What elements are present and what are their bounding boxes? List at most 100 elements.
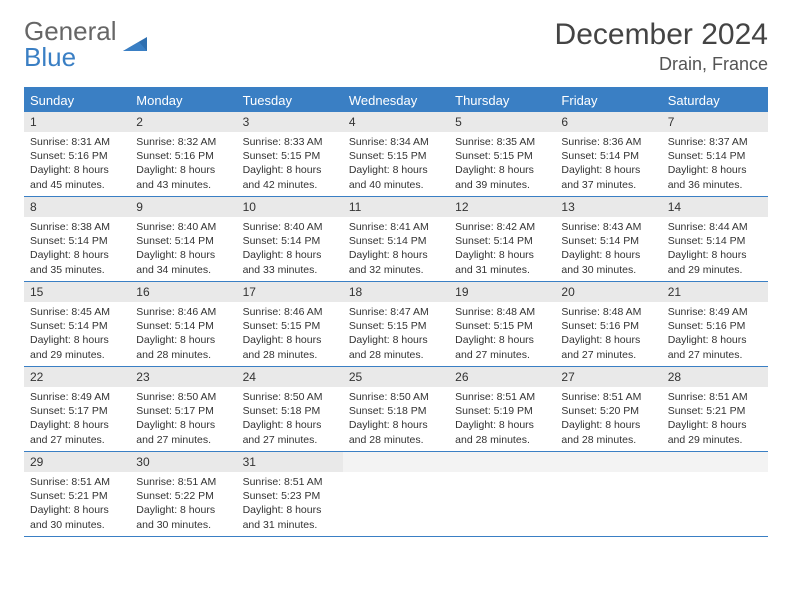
day-number: 19 xyxy=(449,282,555,302)
day-number: 27 xyxy=(555,367,661,387)
week-row: 22Sunrise: 8:49 AMSunset: 5:17 PMDayligh… xyxy=(24,367,768,452)
day-number: 26 xyxy=(449,367,555,387)
day-number: 28 xyxy=(662,367,768,387)
day-body: Sunrise: 8:36 AMSunset: 5:14 PMDaylight:… xyxy=(555,132,661,196)
day-body: Sunrise: 8:51 AMSunset: 5:23 PMDaylight:… xyxy=(237,472,343,536)
day-cell: 7Sunrise: 8:37 AMSunset: 5:14 PMDaylight… xyxy=(662,112,768,196)
sunset-line: Sunset: 5:15 PM xyxy=(455,149,549,163)
calendar: SundayMondayTuesdayWednesdayThursdayFrid… xyxy=(24,87,768,537)
day-cell: 10Sunrise: 8:40 AMSunset: 5:14 PMDayligh… xyxy=(237,197,343,281)
day-number: 31 xyxy=(237,452,343,472)
day-number: 13 xyxy=(555,197,661,217)
sunset-line: Sunset: 5:14 PM xyxy=(136,319,230,333)
sunrise-line: Sunrise: 8:51 AM xyxy=(668,390,762,404)
dow-cell: Wednesday xyxy=(343,89,449,112)
day-cell: 29Sunrise: 8:51 AMSunset: 5:21 PMDayligh… xyxy=(24,452,130,536)
day-cell: 27Sunrise: 8:51 AMSunset: 5:20 PMDayligh… xyxy=(555,367,661,451)
brand-part2: Blue xyxy=(24,42,76,72)
day-cell: 5Sunrise: 8:35 AMSunset: 5:15 PMDaylight… xyxy=(449,112,555,196)
day-cell xyxy=(449,452,555,536)
day-body: Sunrise: 8:37 AMSunset: 5:14 PMDaylight:… xyxy=(662,132,768,196)
day-body: Sunrise: 8:40 AMSunset: 5:14 PMDaylight:… xyxy=(237,217,343,281)
day-number: 2 xyxy=(130,112,236,132)
day-number xyxy=(662,452,768,472)
day-number: 10 xyxy=(237,197,343,217)
day-cell: 1Sunrise: 8:31 AMSunset: 5:16 PMDaylight… xyxy=(24,112,130,196)
day-cell: 9Sunrise: 8:40 AMSunset: 5:14 PMDaylight… xyxy=(130,197,236,281)
day-cell: 22Sunrise: 8:49 AMSunset: 5:17 PMDayligh… xyxy=(24,367,130,451)
day-body: Sunrise: 8:50 AMSunset: 5:17 PMDaylight:… xyxy=(130,387,236,451)
day-cell: 19Sunrise: 8:48 AMSunset: 5:15 PMDayligh… xyxy=(449,282,555,366)
sunrise-line: Sunrise: 8:50 AM xyxy=(349,390,443,404)
sunset-line: Sunset: 5:16 PM xyxy=(668,319,762,333)
daylight-line: Daylight: 8 hours and 27 minutes. xyxy=(668,333,762,361)
dow-row: SundayMondayTuesdayWednesdayThursdayFrid… xyxy=(24,89,768,112)
daylight-line: Daylight: 8 hours and 45 minutes. xyxy=(30,163,124,191)
sunrise-line: Sunrise: 8:33 AM xyxy=(243,135,337,149)
location: Drain, France xyxy=(555,54,768,75)
dow-cell: Sunday xyxy=(24,89,130,112)
sunset-line: Sunset: 5:23 PM xyxy=(243,489,337,503)
day-cell: 31Sunrise: 8:51 AMSunset: 5:23 PMDayligh… xyxy=(237,452,343,536)
day-body: Sunrise: 8:32 AMSunset: 5:16 PMDaylight:… xyxy=(130,132,236,196)
daylight-line: Daylight: 8 hours and 27 minutes. xyxy=(30,418,124,446)
day-number: 7 xyxy=(662,112,768,132)
daylight-line: Daylight: 8 hours and 29 minutes. xyxy=(668,248,762,276)
sunset-line: Sunset: 5:15 PM xyxy=(243,149,337,163)
daylight-line: Daylight: 8 hours and 33 minutes. xyxy=(243,248,337,276)
day-number: 22 xyxy=(24,367,130,387)
day-body: Sunrise: 8:47 AMSunset: 5:15 PMDaylight:… xyxy=(343,302,449,366)
day-body: Sunrise: 8:46 AMSunset: 5:14 PMDaylight:… xyxy=(130,302,236,366)
day-number: 14 xyxy=(662,197,768,217)
day-number: 9 xyxy=(130,197,236,217)
day-body: Sunrise: 8:48 AMSunset: 5:15 PMDaylight:… xyxy=(449,302,555,366)
daylight-line: Daylight: 8 hours and 32 minutes. xyxy=(349,248,443,276)
daylight-line: Daylight: 8 hours and 27 minutes. xyxy=(455,333,549,361)
daylight-line: Daylight: 8 hours and 29 minutes. xyxy=(668,418,762,446)
day-body: Sunrise: 8:51 AMSunset: 5:21 PMDaylight:… xyxy=(24,472,130,536)
sunrise-line: Sunrise: 8:51 AM xyxy=(136,475,230,489)
daylight-line: Daylight: 8 hours and 36 minutes. xyxy=(668,163,762,191)
week-row: 1Sunrise: 8:31 AMSunset: 5:16 PMDaylight… xyxy=(24,112,768,197)
day-number: 6 xyxy=(555,112,661,132)
sunrise-line: Sunrise: 8:51 AM xyxy=(243,475,337,489)
sunset-line: Sunset: 5:20 PM xyxy=(561,404,655,418)
sunset-line: Sunset: 5:14 PM xyxy=(349,234,443,248)
day-body xyxy=(449,472,555,479)
day-number: 20 xyxy=(555,282,661,302)
day-body: Sunrise: 8:44 AMSunset: 5:14 PMDaylight:… xyxy=(662,217,768,281)
sunset-line: Sunset: 5:17 PM xyxy=(30,404,124,418)
daylight-line: Daylight: 8 hours and 27 minutes. xyxy=(136,418,230,446)
daylight-line: Daylight: 8 hours and 27 minutes. xyxy=(243,418,337,446)
sunset-line: Sunset: 5:15 PM xyxy=(349,149,443,163)
daylight-line: Daylight: 8 hours and 35 minutes. xyxy=(30,248,124,276)
daylight-line: Daylight: 8 hours and 40 minutes. xyxy=(349,163,443,191)
daylight-line: Daylight: 8 hours and 37 minutes. xyxy=(561,163,655,191)
day-body: Sunrise: 8:51 AMSunset: 5:20 PMDaylight:… xyxy=(555,387,661,451)
day-body xyxy=(343,472,449,479)
sunrise-line: Sunrise: 8:43 AM xyxy=(561,220,655,234)
sunrise-line: Sunrise: 8:38 AM xyxy=(30,220,124,234)
sunset-line: Sunset: 5:14 PM xyxy=(30,319,124,333)
flag-icon xyxy=(121,33,149,55)
day-number xyxy=(555,452,661,472)
day-number: 29 xyxy=(24,452,130,472)
day-body: Sunrise: 8:35 AMSunset: 5:15 PMDaylight:… xyxy=(449,132,555,196)
daylight-line: Daylight: 8 hours and 39 minutes. xyxy=(455,163,549,191)
sunrise-line: Sunrise: 8:35 AM xyxy=(455,135,549,149)
sunrise-line: Sunrise: 8:47 AM xyxy=(349,305,443,319)
sunrise-line: Sunrise: 8:48 AM xyxy=(455,305,549,319)
sunrise-line: Sunrise: 8:48 AM xyxy=(561,305,655,319)
day-number: 12 xyxy=(449,197,555,217)
daylight-line: Daylight: 8 hours and 34 minutes. xyxy=(136,248,230,276)
daylight-line: Daylight: 8 hours and 27 minutes. xyxy=(561,333,655,361)
sunset-line: Sunset: 5:22 PM xyxy=(136,489,230,503)
sunrise-line: Sunrise: 8:40 AM xyxy=(136,220,230,234)
sunset-line: Sunset: 5:16 PM xyxy=(30,149,124,163)
daylight-line: Daylight: 8 hours and 28 minutes. xyxy=(349,333,443,361)
header: General Blue December 2024 Drain, France xyxy=(24,18,768,75)
day-number: 17 xyxy=(237,282,343,302)
sunrise-line: Sunrise: 8:31 AM xyxy=(30,135,124,149)
day-number: 30 xyxy=(130,452,236,472)
day-cell xyxy=(343,452,449,536)
